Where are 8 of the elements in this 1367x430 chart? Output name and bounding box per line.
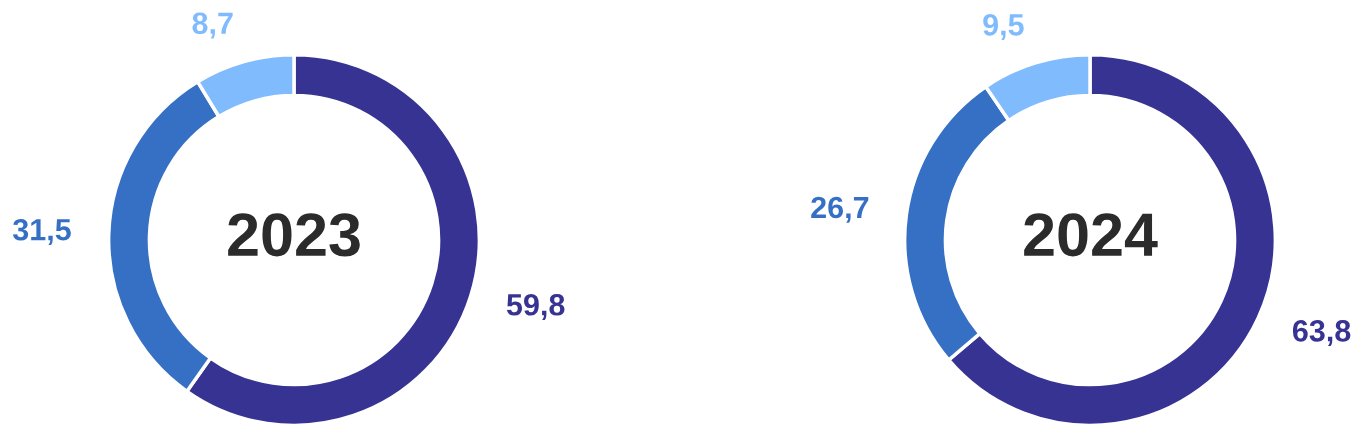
data-label: 9,5: [983, 14, 1024, 41]
data-label: 8,7: [192, 12, 233, 39]
data-label: 26,7: [811, 196, 869, 223]
text: 2023: [228, 213, 360, 257]
data-label: 59,8: [506, 293, 565, 321]
text: 2024: [1024, 213, 1158, 257]
data-label: 63,8: [1292, 320, 1351, 347]
data-label: 31,5: [12, 218, 71, 245]
